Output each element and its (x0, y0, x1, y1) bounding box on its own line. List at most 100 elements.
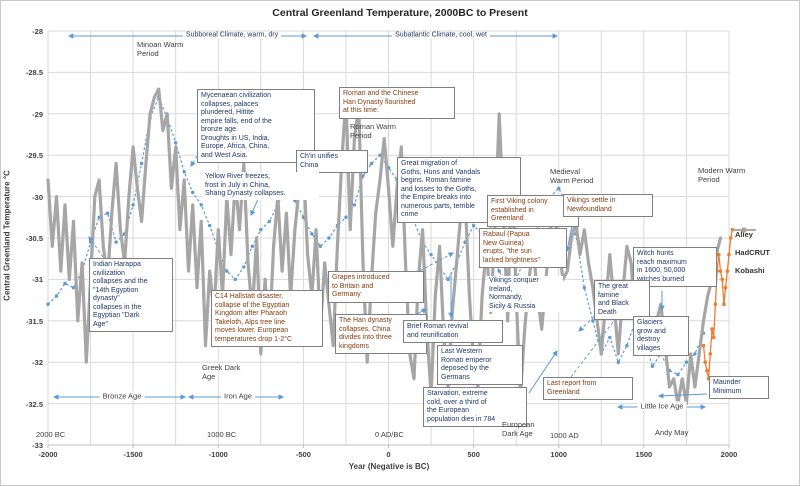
annotation-c14-hallstatt: C14 Hallstatt disaster, collapse of the … (211, 290, 323, 348)
legend-item-hadcrut: HadCRUT (731, 227, 770, 261)
series-hadcrut-marker (720, 277, 724, 282)
series-alley-marker (310, 232, 314, 236)
y-tick-label: -28.5 (25, 68, 43, 78)
series-alley-marker (693, 352, 697, 356)
series-alley-marker (242, 265, 246, 269)
annotation-maunder-minimum: Maunder Minimum (709, 376, 769, 400)
series-hadcrut-marker (703, 360, 707, 365)
legend: Alley HadCRUT Kobashi (731, 225, 770, 279)
series-hadcrut-marker (705, 368, 709, 373)
x-tick-label: 1000 (550, 450, 568, 459)
series-hadcrut-marker (710, 327, 714, 331)
y-tick-label: -32 (32, 358, 43, 368)
arrow-label-subatlantic-climate: Subatlantic Climate, cool, wet (392, 31, 490, 39)
legend-label: Kobashi (735, 265, 765, 275)
series-alley-marker (208, 223, 212, 228)
arrow-label-little-ice-age: Little Ice Age (637, 401, 687, 411)
annotation-arrow (88, 236, 104, 258)
y-tick-label: -33 (32, 441, 43, 450)
annotation-andy-may-credit: Andy May (655, 428, 689, 437)
series-alley-marker (344, 215, 348, 219)
series-alley-marker (46, 302, 50, 306)
annotation-arrow (657, 393, 708, 399)
annotation-roman-han-flourish: Roman and the Chinese Han Dynasty flouri… (339, 87, 455, 119)
series-alley-marker (250, 244, 254, 248)
annotation-arrow (250, 196, 260, 217)
x-tick-label: -1500 (123, 450, 143, 459)
x-tick-label: 500 (467, 450, 480, 459)
y-tick-label: -31.5 (25, 316, 43, 326)
x-tick-label: 1500 (635, 450, 653, 459)
series-alley-marker (71, 286, 76, 290)
y-tick-label: -28 (32, 27, 43, 36)
series-hadcrut-marker (727, 252, 731, 257)
annotation-minoan-warm-period: Minoan Warm Period (137, 40, 184, 59)
annotation-arrow (528, 350, 558, 394)
series-hadcrut-marker (711, 335, 716, 340)
series-alley-marker (267, 219, 271, 224)
annotation-indian-harappa: Indian Harappa civilization collapses an… (89, 258, 173, 333)
annotation-arrow (190, 141, 207, 167)
annotation-yellow-river-freezes: Yellow River freezes, frost in July in C… (203, 172, 319, 200)
y-tick-label: -29 (32, 109, 43, 119)
annotation-mycenaean-collapse: Mycenaean civilization collapses, palace… (197, 89, 315, 164)
annotation-medieval-warm-period: Medieval Warm Period (550, 167, 594, 186)
series-alley-marker (591, 319, 595, 323)
series-hadcrut-marker (708, 352, 713, 356)
series-alley-marker (225, 269, 229, 273)
series-alley-marker (684, 360, 689, 364)
legend-label: HadCRUT (735, 247, 770, 257)
series-alley-marker (497, 269, 501, 273)
series-alley-marker (318, 244, 323, 248)
annotation-vikings-newfoundland: Vikings settle in Newfoundland (563, 194, 653, 218)
y-tick-label: -30.5 (25, 234, 43, 243)
series-alley-marker (233, 277, 237, 282)
annotation-starvation-784: Starvation, extreme cold, over a third o… (423, 387, 527, 428)
series-hadcrut-marker (728, 236, 733, 240)
series-alley-marker (352, 203, 357, 207)
annotation-great-famine: The great famine and Black Death (594, 280, 650, 321)
annotation-arrow (400, 252, 454, 282)
series-alley-marker (114, 240, 118, 244)
series-hadcrut-marker (722, 302, 726, 307)
series-alley-marker (174, 141, 178, 145)
series-kobashi-line (46, 87, 723, 406)
series-alley-marker (63, 281, 67, 286)
annotation-grapes-introduced: Grapes introduced to Britain and Germany (328, 271, 424, 303)
series-alley-marker (293, 199, 297, 203)
x-axis-title: Year (Negative is BC) (348, 462, 430, 471)
annotation-vikings-conquer: Vikings conquer Ireland, Normandy, Sicil… (487, 276, 563, 313)
legend-label: Alley (735, 229, 753, 239)
annotation-european-dark-age: European Dark Age (502, 420, 535, 439)
series-alley-marker (131, 203, 135, 207)
annotation-arrow (578, 312, 599, 332)
annotation-era-1000ad: 1000 AD (550, 431, 579, 440)
series-hadcrut-marker (718, 269, 723, 273)
series-alley-marker (676, 372, 680, 377)
chart-title: Central Greenland Temperature, 2000BC to… (272, 7, 528, 19)
series-alley-marker (54, 294, 59, 298)
series-alley-marker (191, 190, 195, 195)
annotation-era-2000bc: 2000 BC (36, 430, 66, 439)
series-alley-marker (327, 236, 331, 240)
x-tick-label: -2000 (38, 450, 58, 459)
x-tick-label: 2000 (720, 450, 738, 459)
legend-marker (732, 227, 756, 233)
series-alley-marker (259, 228, 263, 232)
series-alley-marker (471, 223, 476, 228)
annotation-modern-warm-period: Modern Warm Period (698, 166, 746, 185)
series-hadcrut-marker (723, 285, 728, 290)
series-alley-marker (199, 203, 203, 207)
series-alley-marker (625, 343, 629, 348)
series-alley-marker (139, 161, 144, 166)
series-alley-marker (616, 360, 620, 364)
annotation-chin-unifies-china: Ch'in unifies China (296, 150, 368, 174)
series-alley-marker (582, 286, 586, 290)
series-alley-marker (446, 277, 450, 282)
x-tick-label: 0 (386, 450, 391, 459)
annotation-era-0adbc: 0 AD/BC (375, 430, 404, 439)
series-alley-line (47, 95, 705, 376)
annotation-roman-warm-period: Roman Warm Period (350, 122, 396, 141)
series-alley-marker (650, 364, 655, 368)
